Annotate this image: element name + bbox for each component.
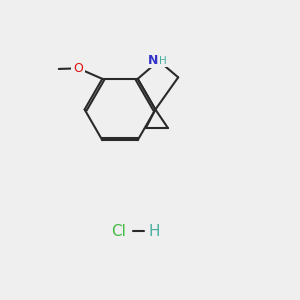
Text: O: O [74,62,83,75]
Text: H: H [149,224,160,238]
Text: Cl: Cl [111,224,126,238]
Text: H: H [159,56,167,66]
Text: N: N [148,54,159,67]
